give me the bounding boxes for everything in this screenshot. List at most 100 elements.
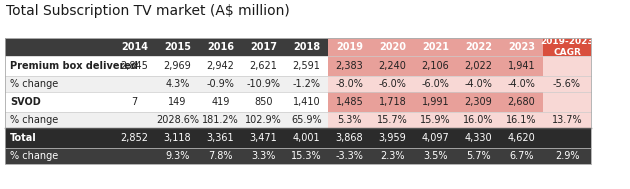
Text: 1,718: 1,718 xyxy=(379,97,406,107)
Bar xyxy=(543,92,591,112)
Text: 9.3%: 9.3% xyxy=(165,151,190,161)
Bar xyxy=(500,148,543,164)
Bar xyxy=(5,56,113,76)
Text: 15.7%: 15.7% xyxy=(377,115,408,125)
Bar xyxy=(199,112,242,128)
Text: 2,621: 2,621 xyxy=(249,61,277,71)
Bar xyxy=(500,76,543,92)
Bar xyxy=(242,112,285,128)
Text: 3,471: 3,471 xyxy=(249,133,277,143)
Bar xyxy=(199,56,242,76)
Bar xyxy=(199,38,242,56)
Text: Premium box delivered: Premium box delivered xyxy=(10,61,138,71)
Text: % change: % change xyxy=(10,115,58,125)
Text: 4,001: 4,001 xyxy=(293,133,320,143)
Bar xyxy=(328,112,371,128)
Text: 15.9%: 15.9% xyxy=(420,115,451,125)
Bar xyxy=(5,112,113,128)
Bar xyxy=(5,92,113,112)
Bar xyxy=(242,148,285,164)
Text: 1,941: 1,941 xyxy=(508,61,536,71)
Bar xyxy=(156,92,199,112)
Text: -4.0%: -4.0% xyxy=(508,79,536,89)
Text: 2020: 2020 xyxy=(379,42,406,52)
Text: 1,410: 1,410 xyxy=(293,97,320,107)
Text: -3.3%: -3.3% xyxy=(336,151,364,161)
Bar xyxy=(113,148,156,164)
Bar xyxy=(328,128,371,148)
Text: 2023: 2023 xyxy=(508,42,535,52)
Text: % change: % change xyxy=(10,151,58,161)
Text: 1,485: 1,485 xyxy=(336,97,364,107)
Bar xyxy=(414,128,457,148)
Text: 3.3%: 3.3% xyxy=(251,151,276,161)
Bar xyxy=(113,76,156,92)
Bar xyxy=(5,38,113,56)
Bar xyxy=(543,76,591,92)
Bar xyxy=(242,128,285,148)
Bar xyxy=(371,112,414,128)
Bar xyxy=(285,76,328,92)
Text: 13.7%: 13.7% xyxy=(552,115,582,125)
Bar xyxy=(414,92,457,112)
Text: 2.3%: 2.3% xyxy=(381,151,404,161)
Text: 2.9%: 2.9% xyxy=(555,151,579,161)
Bar xyxy=(156,128,199,148)
Bar xyxy=(543,38,591,56)
Bar xyxy=(285,38,328,56)
Text: 5.3%: 5.3% xyxy=(337,115,362,125)
Bar xyxy=(285,148,328,164)
Bar xyxy=(285,92,328,112)
Bar xyxy=(457,56,500,76)
Text: 2,969: 2,969 xyxy=(164,61,192,71)
Bar xyxy=(328,92,371,112)
Bar xyxy=(543,56,591,76)
Text: 3,361: 3,361 xyxy=(207,133,234,143)
Bar xyxy=(285,112,328,128)
Text: -6.0%: -6.0% xyxy=(421,79,449,89)
Text: 2,240: 2,240 xyxy=(379,61,406,71)
Bar xyxy=(156,148,199,164)
Text: 181.2%: 181.2% xyxy=(202,115,239,125)
Text: 419: 419 xyxy=(211,97,230,107)
Text: 2016: 2016 xyxy=(207,42,234,52)
Bar xyxy=(242,76,285,92)
Bar xyxy=(457,112,500,128)
Text: 15.3%: 15.3% xyxy=(291,151,322,161)
Bar xyxy=(543,148,591,164)
Bar xyxy=(5,38,591,164)
Bar xyxy=(414,56,457,76)
Bar xyxy=(242,38,285,56)
Bar xyxy=(199,148,242,164)
Text: 3,959: 3,959 xyxy=(379,133,406,143)
Text: 2,106: 2,106 xyxy=(421,61,449,71)
Bar xyxy=(371,38,414,56)
Text: 3,868: 3,868 xyxy=(336,133,364,143)
Bar xyxy=(242,56,285,76)
Bar xyxy=(371,148,414,164)
Text: 2019: 2019 xyxy=(336,42,363,52)
Bar xyxy=(414,148,457,164)
Text: 16.1%: 16.1% xyxy=(507,115,537,125)
Bar xyxy=(457,92,500,112)
Bar xyxy=(199,76,242,92)
Text: 16.0%: 16.0% xyxy=(463,115,494,125)
Bar xyxy=(156,76,199,92)
Bar xyxy=(500,38,543,56)
Bar xyxy=(457,148,500,164)
Text: 2028.6%: 2028.6% xyxy=(156,115,199,125)
Text: 1,991: 1,991 xyxy=(421,97,449,107)
Text: 2,845: 2,845 xyxy=(120,61,149,71)
Text: 2,022: 2,022 xyxy=(464,61,493,71)
Bar xyxy=(156,38,199,56)
Text: 3,118: 3,118 xyxy=(164,133,192,143)
Bar xyxy=(156,56,199,76)
Text: -8.0%: -8.0% xyxy=(336,79,364,89)
Bar xyxy=(414,38,457,56)
Text: -0.9%: -0.9% xyxy=(207,79,234,89)
Bar xyxy=(113,112,156,128)
Text: 2,942: 2,942 xyxy=(207,61,234,71)
Text: 2021: 2021 xyxy=(422,42,449,52)
Bar xyxy=(500,112,543,128)
Bar xyxy=(500,56,543,76)
